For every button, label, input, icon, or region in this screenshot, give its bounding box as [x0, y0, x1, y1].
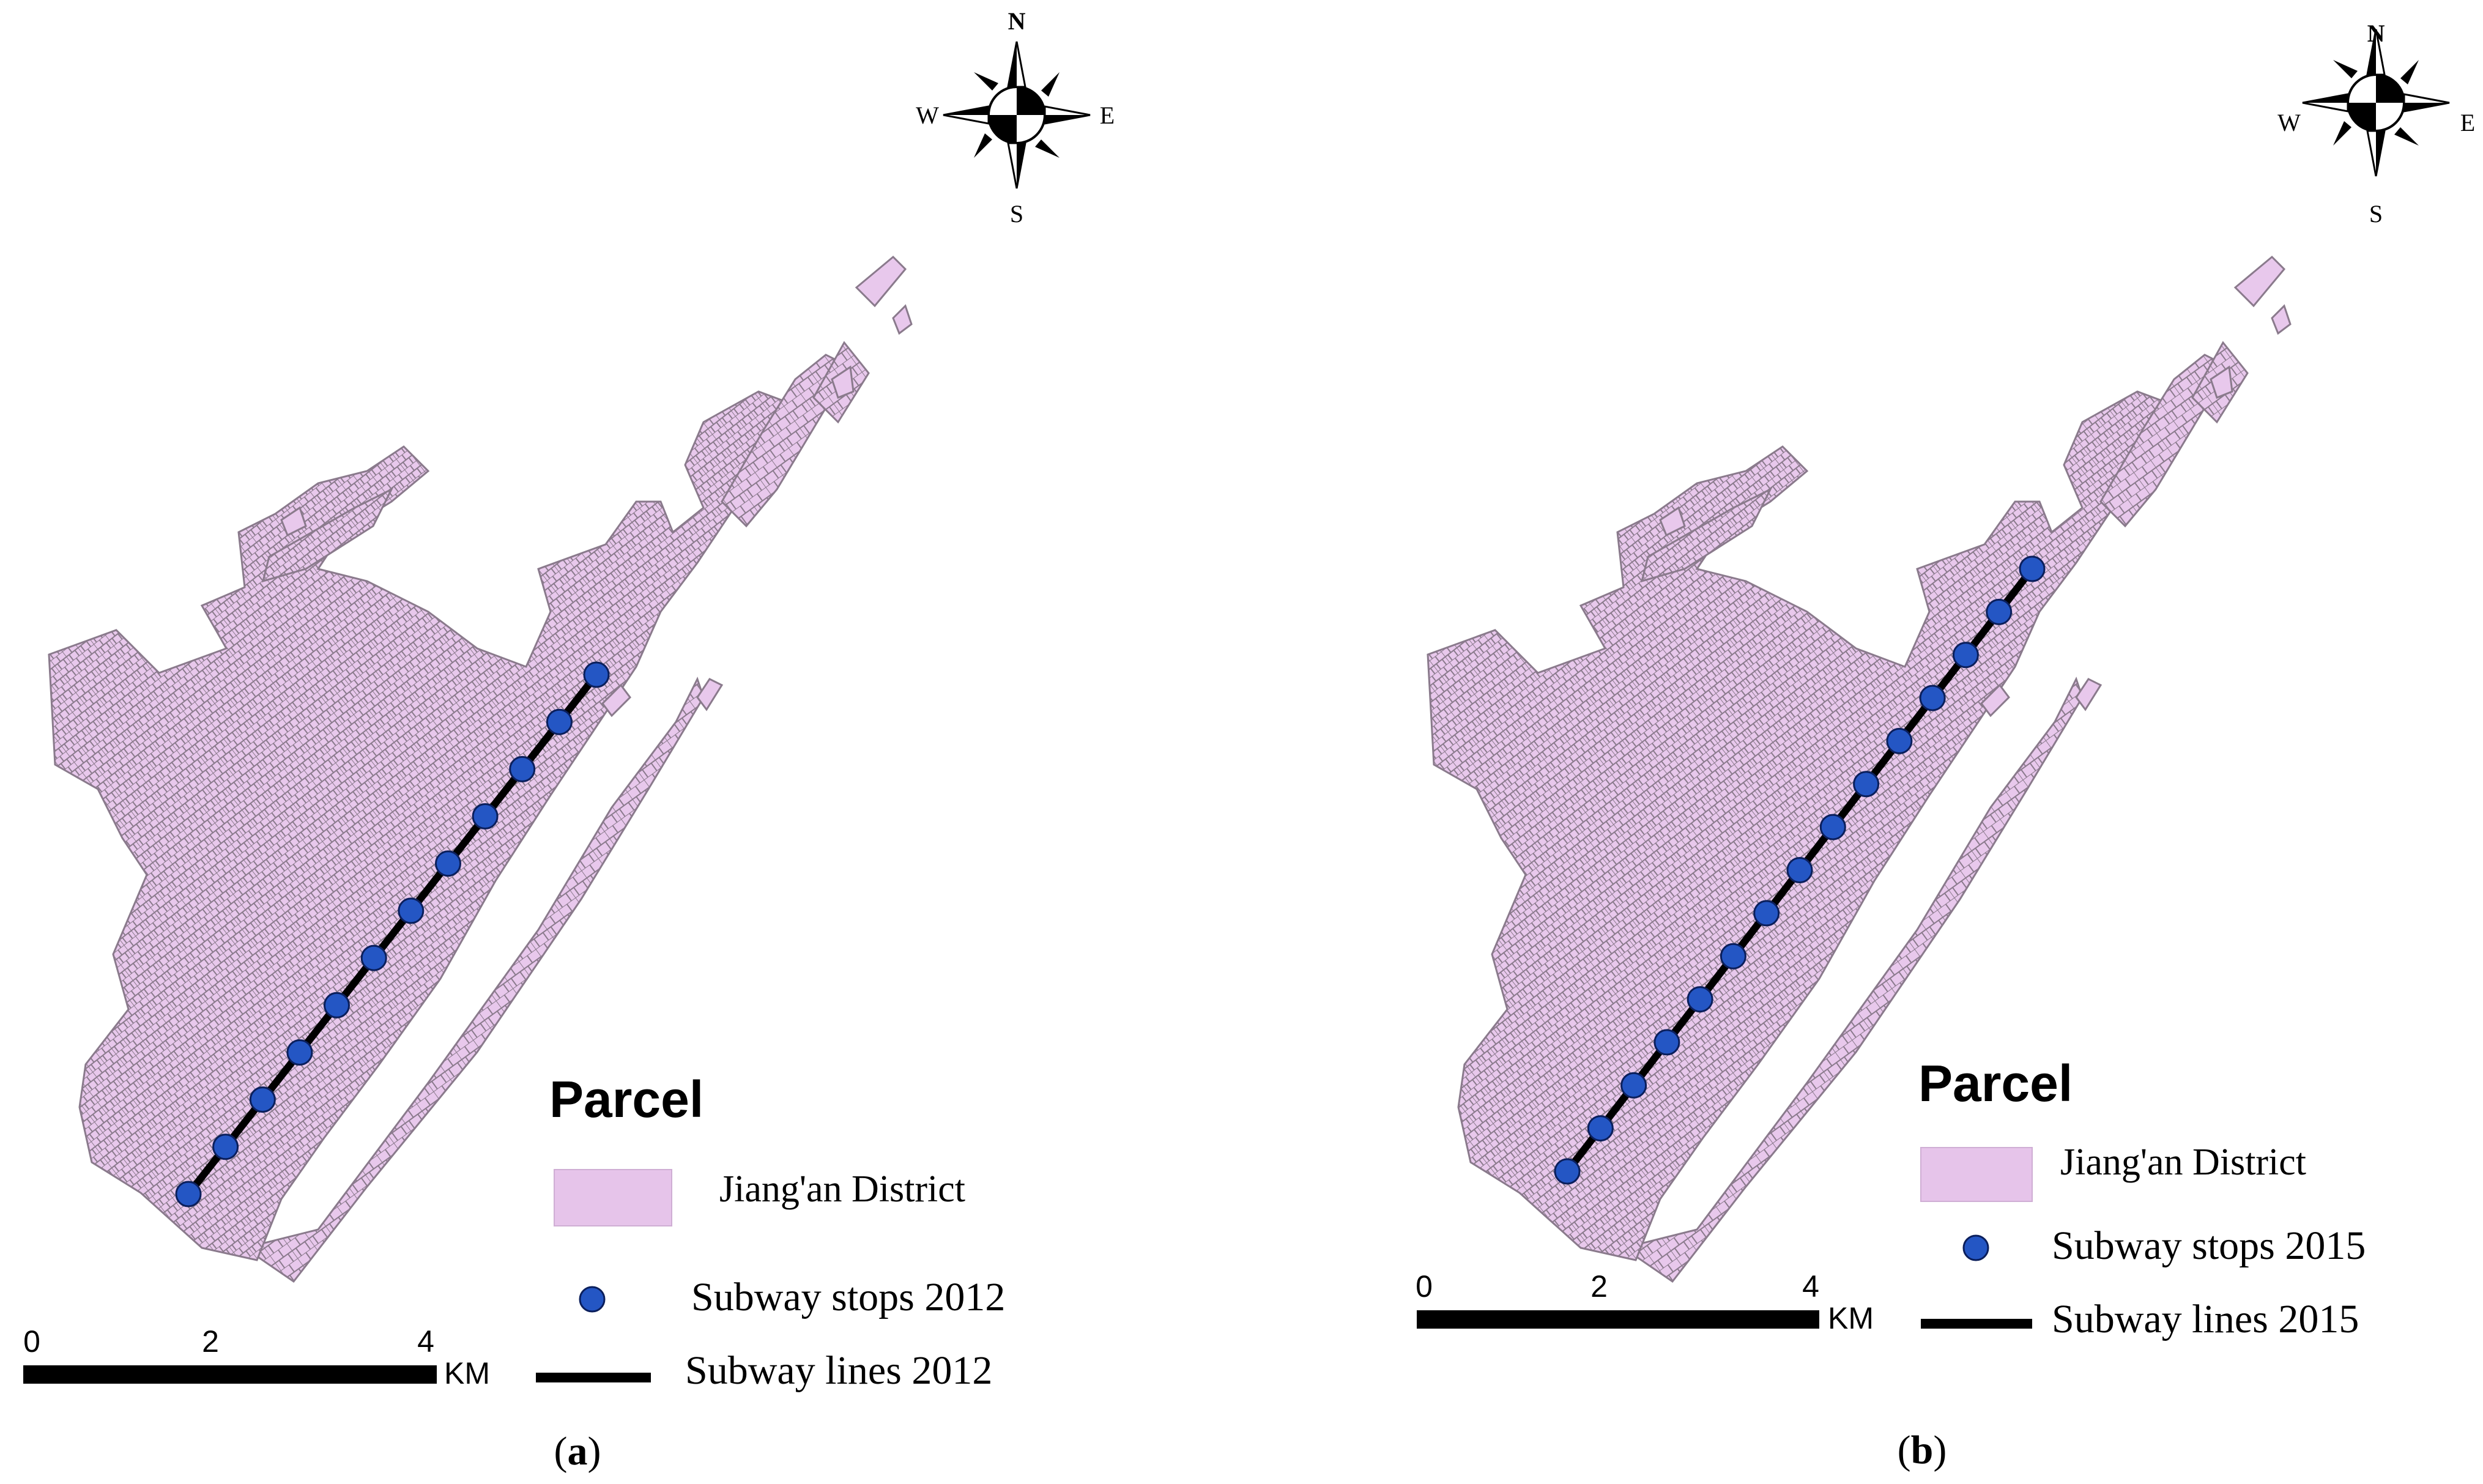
subway-stop-a-1	[175, 1181, 202, 1208]
compass-w-a: W	[916, 102, 939, 129]
compass-e-b: E	[2460, 109, 2475, 136]
subway-stops-b	[1554, 555, 2046, 1185]
compass-n-b: N	[2367, 20, 2385, 47]
scale-tick-2-a: 2	[202, 1324, 219, 1359]
scale-unit-b: KM	[1828, 1301, 1874, 1335]
subway-stop-a-6	[360, 944, 387, 971]
legend-district-swatch-b	[1920, 1147, 2033, 1202]
scale-tick-0-b: 0	[1416, 1269, 1433, 1304]
scale-tick-4-b: 4	[1802, 1269, 1819, 1304]
subway-stop-b-14	[1986, 598, 2013, 625]
subway-stop-b-6	[1720, 943, 1746, 970]
caption-a: (a)	[554, 1429, 601, 1474]
compass-rose-icon	[2301, 28, 2451, 177]
district-map-a	[48, 256, 913, 1283]
scale-bar-b: 0 2 4 KM	[1416, 1269, 1874, 1335]
subway-stop-b-5	[1687, 986, 1713, 1013]
legend-a: Parcel Jiang'an District Subway stops 20…	[536, 1070, 1005, 1393]
compass-s-a: S	[1010, 200, 1023, 228]
scale-bar-rect-a	[23, 1365, 437, 1384]
legend-district-label-b: Jiang'an District	[2060, 1141, 2306, 1183]
subway-stop-a-7	[398, 897, 425, 924]
district-map-b	[1427, 256, 2292, 1283]
subway-stop-b-11	[1886, 727, 1913, 754]
subway-stop-b-2	[1587, 1115, 1614, 1142]
scale-unit-a: KM	[444, 1356, 490, 1390]
compass-a: N S E W	[916, 7, 1115, 228]
scale-bar-rect-b	[1417, 1310, 1819, 1329]
legend-stop-icon-a	[579, 1286, 606, 1313]
compass-e-a: E	[1100, 102, 1115, 129]
scale-tick-0-a: 0	[23, 1324, 40, 1359]
subway-stop-a-10	[509, 755, 536, 782]
subway-stop-a-11	[546, 708, 573, 735]
subway-stop-a-9	[472, 803, 499, 829]
subway-stop-a-3	[249, 1086, 276, 1113]
compass-b: N S E W	[2277, 20, 2475, 228]
subway-stop-b-13	[1952, 642, 1979, 669]
compass-n-a: N	[1008, 7, 1026, 35]
compass-s-b: S	[2369, 200, 2383, 228]
subway-stop-b-7	[1753, 900, 1780, 927]
legend-lines-label-a: Subway lines 2012	[685, 1348, 992, 1393]
subway-stop-b-1	[1554, 1158, 1581, 1185]
subway-stop-a-5	[324, 992, 350, 1018]
subway-stops-a	[175, 661, 610, 1208]
scale-bar-a: 0 2 4 KM	[23, 1324, 490, 1390]
subway-stop-b-3	[1620, 1072, 1647, 1099]
scale-tick-2-b: 2	[1590, 1269, 1608, 1304]
caption-b: (b)	[1898, 1428, 1947, 1472]
legend-title-a: Parcel	[549, 1070, 703, 1128]
legend-district-label-a: Jiang'an District	[719, 1168, 965, 1210]
scale-tick-4-a: 4	[417, 1324, 434, 1359]
legend-b: Parcel Jiang'an District Subway stops 20…	[1918, 1055, 2366, 1341]
subway-stop-b-9	[1819, 814, 1846, 840]
legend-district-swatch-a	[554, 1169, 672, 1226]
subway-stop-b-4	[1653, 1029, 1680, 1056]
legend-lines-label-b: Subway lines 2015	[2052, 1297, 2359, 1341]
subway-stop-a-12	[583, 661, 610, 688]
subway-stop-b-12	[1919, 684, 1946, 711]
compass-w-b: W	[2277, 109, 2301, 136]
subway-stop-a-2	[212, 1133, 239, 1160]
legend-stops-label-a: Subway stops 2012	[691, 1275, 1005, 1319]
subway-stop-b-15	[2019, 555, 2046, 582]
subway-stop-b-8	[1786, 857, 1813, 883]
subway-stop-a-8	[435, 850, 461, 877]
legend-title-b: Parcel	[1918, 1055, 2073, 1112]
panel-a: N S E W Parcel Jiang'an District Subway …	[23, 7, 1115, 1474]
subway-stop-b-10	[1853, 771, 1880, 798]
legend-stop-icon-b	[1962, 1234, 1989, 1261]
compass-rose-icon	[942, 40, 1091, 190]
legend-stops-label-b: Subway stops 2015	[2052, 1223, 2366, 1268]
subway-stop-a-4	[286, 1039, 313, 1066]
panel-b: N S E W Parcel Jiang'an District Subway …	[1416, 20, 2475, 1472]
